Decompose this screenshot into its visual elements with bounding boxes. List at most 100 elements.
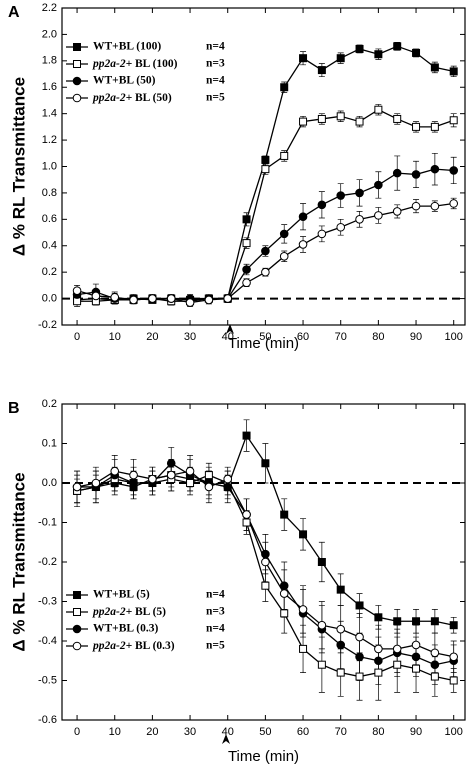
marker (110, 466, 120, 476)
marker (411, 170, 421, 179)
marker (374, 50, 383, 59)
legend-n: n=3 (206, 606, 225, 618)
y-tick-label: 0.4 (42, 240, 57, 252)
marker (336, 624, 346, 634)
marker (430, 617, 439, 626)
x-axis-label: Time (min) (228, 335, 299, 352)
marker (280, 83, 289, 92)
marker (393, 617, 402, 626)
marker (374, 613, 383, 622)
marker (392, 207, 402, 216)
marker (336, 112, 345, 121)
legend-marker (73, 591, 81, 599)
marker (72, 286, 82, 295)
marker (91, 291, 101, 301)
marker (355, 188, 364, 198)
marker (91, 478, 101, 488)
marker (261, 155, 270, 164)
legend-label: WT+BL (100) (93, 41, 161, 53)
marker (279, 581, 289, 591)
marker (223, 294, 233, 303)
legend-label: pp2a-2+ BL (50) (92, 92, 172, 104)
marker (449, 67, 458, 76)
legend-label: WT+BL (0.3) (93, 623, 159, 635)
x-tick-label: 40 (222, 331, 234, 343)
x-tick-label: 10 (109, 726, 121, 738)
x-tick-label: 0 (74, 331, 80, 343)
y-tick-label: 0.2 (42, 398, 57, 410)
panel-label: B (8, 400, 20, 417)
panel-label: A (8, 4, 20, 21)
marker (148, 474, 157, 484)
y-tick-label: 0.0 (42, 477, 57, 489)
legend-marker (73, 60, 81, 68)
legend-n: n=4 (206, 41, 225, 53)
marker (261, 581, 270, 590)
y-tick-label: 0.6 (42, 213, 57, 225)
x-tick-label: 30 (184, 331, 196, 343)
y-tick-label: 2.2 (42, 2, 57, 14)
marker (280, 510, 289, 519)
y-tick-label: 0.8 (42, 187, 57, 199)
marker (242, 215, 251, 224)
marker (430, 672, 439, 681)
x-tick-label: 80 (372, 726, 384, 738)
y-tick-label: 1.8 (42, 55, 57, 67)
marker (186, 479, 195, 487)
marker (355, 672, 364, 681)
marker (336, 585, 345, 594)
marker (148, 294, 157, 303)
x-tick-label: 60 (297, 331, 309, 343)
marker (299, 530, 308, 539)
marker (242, 518, 251, 527)
marker (317, 660, 326, 669)
marker (449, 676, 458, 685)
marker (129, 478, 138, 488)
marker (374, 105, 383, 114)
marker (336, 191, 346, 200)
marker (430, 122, 439, 131)
y-tick-label: 0.0 (42, 292, 57, 304)
y-tick-label: 1.6 (42, 81, 57, 93)
x-tick-label: 20 (146, 331, 158, 343)
x-axis-label: Time (min) (228, 748, 299, 765)
x-tick-label: 10 (109, 331, 121, 343)
legend-marker (73, 608, 81, 616)
marker (317, 620, 327, 630)
legend-marker (72, 624, 82, 634)
marker (298, 605, 308, 614)
x-tick-label: 40 (222, 726, 234, 738)
marker (317, 66, 326, 75)
marker (129, 470, 138, 480)
marker (166, 470, 176, 480)
y-tick-label: 1.0 (42, 160, 57, 172)
plot: B -0.6 -0.5 -0.4 -0.3 -0.2 -0.1 0.0 0.1 0.2 0 10 20 3… (8, 398, 466, 765)
marker (185, 466, 195, 476)
marker (355, 601, 364, 610)
marker (298, 240, 308, 249)
marker (261, 246, 270, 256)
marker (374, 180, 383, 190)
marker (279, 589, 289, 598)
marker (223, 474, 233, 484)
legend-n: n=3 (206, 58, 225, 70)
marker (166, 294, 176, 303)
marker (242, 239, 251, 248)
marker (261, 549, 270, 559)
marker (299, 117, 308, 126)
legend-label: pp2a-2+ BL (0.3) (92, 640, 175, 652)
marker (355, 652, 364, 662)
marker (449, 166, 459, 175)
marker (355, 44, 364, 53)
marker (374, 656, 383, 666)
marker (449, 621, 458, 630)
marker (110, 292, 120, 302)
marker (430, 63, 439, 72)
x-tick-label: 90 (410, 726, 422, 738)
marker (317, 200, 327, 210)
y-tick-label: 1.2 (42, 134, 57, 146)
legend-label: WT+BL (50) (93, 75, 156, 87)
y-tick-label: -0.2 (38, 319, 57, 331)
legend-n: n=4 (206, 75, 225, 87)
